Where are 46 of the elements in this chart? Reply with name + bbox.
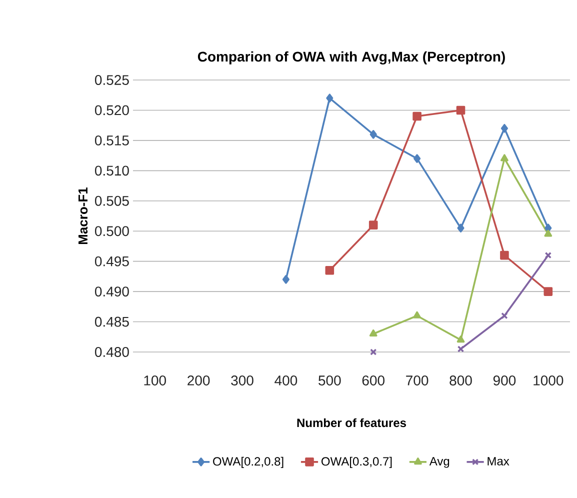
point bbox=[456, 106, 466, 115]
y-tick-label: 0.515 bbox=[94, 135, 129, 146]
y-tick-label: 0.495 bbox=[94, 256, 129, 266]
point bbox=[414, 154, 421, 163]
point bbox=[500, 124, 508, 133]
y-tick-label: 0.485 bbox=[94, 316, 129, 327]
point bbox=[282, 275, 290, 284]
legend-label: OWA[0.2,0.8] bbox=[213, 456, 284, 468]
point bbox=[457, 224, 464, 232]
y-tick-label: 0.510 bbox=[94, 166, 129, 176]
x-tick-label: 200 bbox=[188, 376, 210, 386]
point bbox=[412, 112, 422, 121]
y-tick-label: 0.520 bbox=[94, 105, 129, 116]
point bbox=[413, 311, 421, 318]
point bbox=[370, 130, 377, 139]
x-tick-label: 400 bbox=[274, 376, 298, 386]
x-axis-title: Number of features bbox=[297, 418, 406, 428]
y-tick-label: 0.525 bbox=[94, 75, 129, 85]
point bbox=[369, 329, 378, 337]
x-tick-label: 100 bbox=[144, 376, 166, 386]
y-axis-title: Macro-F1 bbox=[78, 187, 88, 244]
point bbox=[370, 348, 377, 356]
point bbox=[500, 154, 508, 162]
x-tick-label: 900 bbox=[493, 376, 516, 386]
x-tick-label: 500 bbox=[318, 376, 341, 386]
x-tick-label: 1000 bbox=[534, 376, 564, 386]
x-tick-label: 700 bbox=[406, 376, 428, 386]
point bbox=[501, 312, 508, 320]
legend-label: Max bbox=[488, 457, 510, 466]
point bbox=[456, 336, 465, 343]
x-tick-label: 300 bbox=[231, 376, 254, 386]
point bbox=[368, 220, 378, 230]
x-tick-label: 800 bbox=[450, 376, 472, 386]
y-tick-label: 0.480 bbox=[94, 347, 129, 357]
y-tick-label: 0.505 bbox=[94, 196, 129, 206]
point bbox=[325, 266, 334, 275]
chart-title: Comparion of OWA with Avg,Max (Perceptron) bbox=[198, 51, 505, 64]
point bbox=[544, 287, 553, 296]
y-tick-label: 0.490 bbox=[94, 286, 129, 297]
point bbox=[500, 250, 509, 260]
point bbox=[544, 230, 552, 237]
x-tick-label: 600 bbox=[362, 376, 384, 386]
y-tick-label: 0.500 bbox=[94, 226, 129, 236]
legend-label: OWA[0.3,0.7] bbox=[322, 456, 392, 468]
legend-label: Avg bbox=[429, 457, 450, 468]
point bbox=[326, 94, 334, 103]
